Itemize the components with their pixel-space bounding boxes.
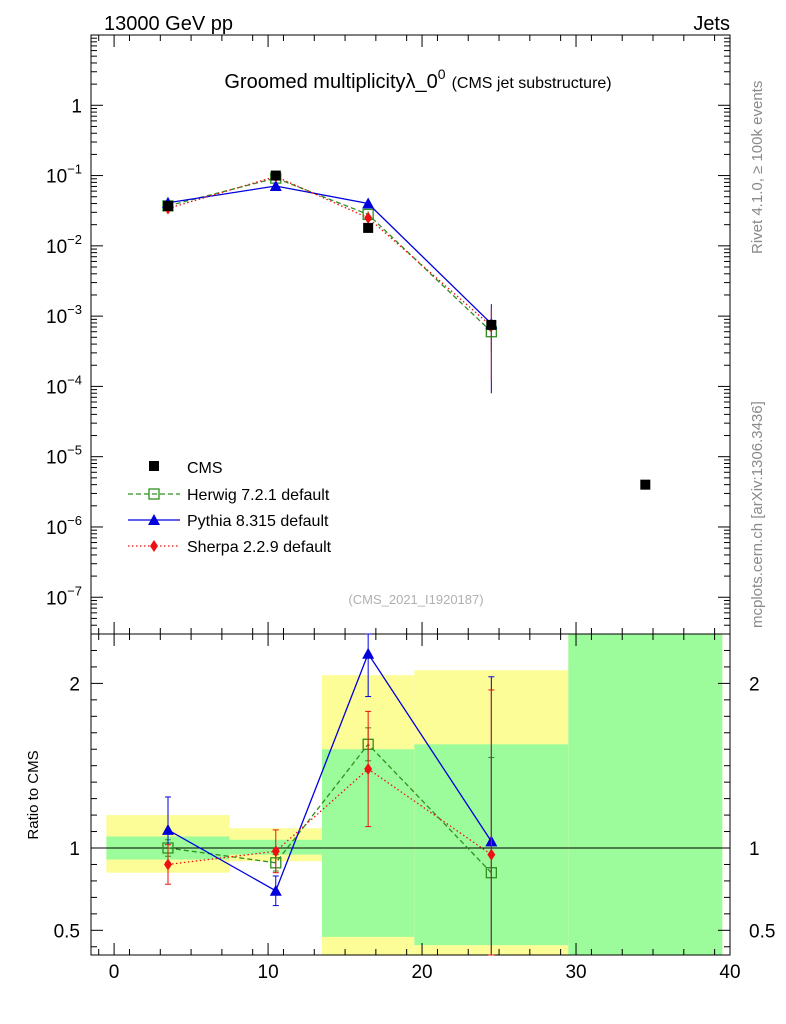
ratio-point — [269, 884, 282, 896]
y-tick-exponent: −3 — [67, 302, 82, 317]
legend-label-cms: CMS — [187, 460, 223, 477]
y-tick-base: 1 — [71, 96, 82, 117]
legend-label: Sherpa 2.2.9 default — [187, 539, 332, 556]
ratio-point — [487, 848, 496, 861]
ratio-plot-frame — [90, 633, 731, 956]
y-tick-label: 10−2 — [46, 232, 82, 258]
ratio-frame-box — [90, 633, 731, 956]
main-series-line — [167, 185, 492, 325]
y-tick-exponent: −6 — [67, 513, 82, 528]
legend-label: Herwig 7.2.1 default — [187, 487, 330, 504]
y-tick-exponent: −5 — [67, 443, 82, 458]
legend: CMS Herwig 7.2.1 default Pythia 8.315 defa… — [128, 460, 332, 556]
y-tick-label: 10−3 — [46, 302, 82, 328]
ratio-y-tick-label: 1 — [69, 839, 80, 860]
cms-data-point — [363, 222, 374, 233]
title-suffix: (CMS jet substructure) — [452, 75, 612, 92]
y-tick-exponent: −4 — [67, 372, 82, 387]
y-tick-base: 10 — [46, 307, 67, 328]
ratio-series-line — [167, 743, 492, 874]
legend-label: Pythia 8.315 default — [187, 513, 329, 530]
cms-data-point — [640, 479, 651, 490]
y-tick-label: 10−7 — [46, 583, 82, 609]
header-right: Jets — [693, 13, 730, 35]
legend-marker — [148, 488, 160, 500]
ratio-series — [161, 633, 498, 956]
legend-marker-cms — [149, 461, 159, 471]
y-tick-label: 10−5 — [46, 443, 82, 469]
cms-data-point — [270, 170, 281, 181]
main-point — [269, 180, 282, 192]
y-tick-label: 1 — [71, 96, 82, 117]
cms-data-point — [162, 200, 173, 211]
ratio-point — [163, 858, 172, 871]
ratio-y-tick-label-right: 1 — [749, 839, 760, 860]
plot-title: Groomed multiplicityλ_00 (CMS jet substru… — [224, 66, 611, 93]
cms-data-point — [486, 319, 497, 330]
ratio-y-tick-label-right: 2 — [749, 674, 760, 695]
x-tick-label: 40 — [719, 962, 740, 983]
ratio-uncertainty-bands — [106, 634, 723, 955]
x-tick-label: 0 — [109, 962, 120, 983]
y-tick-exponent: −7 — [67, 583, 82, 598]
side-label-bottom: mcplots.cern.ch [arXiv:1306.3436] — [749, 401, 766, 628]
y-tick-base: 10 — [46, 377, 67, 398]
y-tick-label: 10−6 — [46, 513, 82, 539]
analysis-label: (CMS_2021_I1920187) — [348, 592, 483, 607]
ratio-point — [362, 647, 375, 659]
main-series-line — [167, 177, 492, 333]
title-superscript: 0 — [438, 66, 446, 82]
legend-marker — [150, 540, 158, 552]
ratio-point — [161, 823, 174, 835]
y-tick-exponent: −1 — [67, 162, 82, 177]
y-tick-base: 10 — [46, 448, 67, 469]
ratio-point — [271, 845, 280, 858]
y-tick-base: 10 — [46, 518, 67, 539]
legend-marker — [148, 514, 160, 525]
ratio-y-tick-label: 0.5 — [54, 921, 80, 942]
ratio-y-axis-label: Ratio to CMS — [25, 750, 42, 839]
y-tick-base: 10 — [46, 167, 67, 188]
ratio-y-tick-label: 2 — [69, 674, 80, 695]
ratio-y-tick-label-right: 0.5 — [749, 921, 775, 942]
y-tick-exponent: −2 — [67, 232, 82, 247]
x-tick-label: 30 — [565, 962, 586, 983]
main-point — [364, 211, 373, 224]
y-tick-base: 10 — [46, 237, 67, 258]
x-tick-label: 20 — [411, 962, 432, 983]
main-series-line — [167, 175, 492, 327]
main-point — [362, 197, 375, 209]
title-main: Groomed multiplicityλ_0 — [224, 71, 437, 93]
y-tick-label: 10−4 — [46, 372, 82, 398]
header-left: 13000 GeV pp — [104, 13, 233, 35]
y-tick-label: 10−1 — [46, 162, 82, 188]
ratio-band-inner — [568, 634, 723, 955]
y-tick-base: 10 — [46, 588, 67, 609]
ratio-series-line — [167, 652, 492, 892]
side-label-top: Rivet 4.1.0, ≥ 100k events — [749, 81, 766, 254]
main-series — [161, 170, 651, 490]
ratio-point — [364, 762, 373, 775]
x-tick-label: 10 — [258, 962, 279, 983]
